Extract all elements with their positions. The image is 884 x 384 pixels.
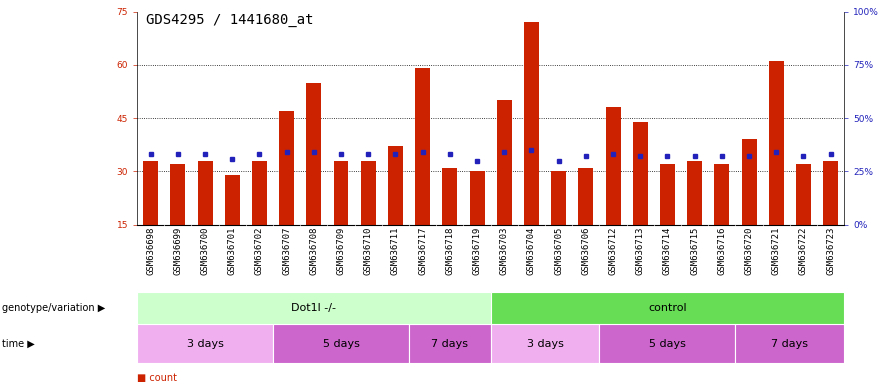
Text: GSM636718: GSM636718	[446, 227, 454, 275]
Bar	[442, 168, 457, 225]
Bar	[796, 164, 811, 225]
Bar	[197, 161, 212, 225]
Text: GSM636721: GSM636721	[772, 227, 781, 275]
Text: GSM636709: GSM636709	[337, 227, 346, 275]
Bar	[578, 168, 593, 225]
Bar	[497, 100, 512, 225]
Bar	[137, 324, 273, 363]
Bar	[714, 164, 729, 225]
Bar	[143, 161, 158, 225]
Bar	[735, 324, 844, 363]
Text: 7 days: 7 days	[431, 339, 469, 349]
Text: GSM636702: GSM636702	[255, 227, 264, 275]
Text: GSM636711: GSM636711	[391, 227, 400, 275]
Text: GSM636719: GSM636719	[473, 227, 482, 275]
Text: GSM636708: GSM636708	[309, 227, 318, 275]
Bar	[252, 161, 267, 225]
Text: GSM636714: GSM636714	[663, 227, 672, 275]
Text: GSM636706: GSM636706	[582, 227, 591, 275]
Bar	[137, 292, 491, 324]
Bar	[524, 22, 539, 225]
Bar	[279, 111, 294, 225]
Text: GSM636715: GSM636715	[690, 227, 699, 275]
Bar	[551, 171, 566, 225]
Text: 3 days: 3 days	[527, 339, 563, 349]
Bar	[606, 108, 621, 225]
Text: ■ count: ■ count	[137, 373, 177, 383]
Bar	[225, 175, 240, 225]
Bar	[409, 324, 491, 363]
Bar	[415, 68, 431, 225]
Bar	[469, 171, 484, 225]
Bar	[687, 161, 702, 225]
Text: time ▶: time ▶	[2, 339, 34, 349]
Text: control: control	[648, 303, 687, 313]
Bar	[333, 161, 348, 225]
Text: GSM636710: GSM636710	[363, 227, 373, 275]
Text: GSM636713: GSM636713	[636, 227, 644, 275]
Text: 3 days: 3 days	[187, 339, 224, 349]
Bar	[769, 61, 784, 225]
Text: GSM636705: GSM636705	[554, 227, 563, 275]
Text: 7 days: 7 days	[772, 339, 808, 349]
Text: GSM636707: GSM636707	[282, 227, 291, 275]
Bar	[491, 292, 844, 324]
Text: GDS4295 / 1441680_at: GDS4295 / 1441680_at	[146, 13, 313, 27]
Bar	[361, 161, 376, 225]
Text: 5 days: 5 days	[649, 339, 686, 349]
Bar	[633, 122, 648, 225]
Bar	[171, 164, 186, 225]
Text: GSM636712: GSM636712	[608, 227, 618, 275]
Text: GSM636720: GSM636720	[744, 227, 753, 275]
Text: GSM636700: GSM636700	[201, 227, 210, 275]
Text: GSM636722: GSM636722	[799, 227, 808, 275]
Bar	[742, 139, 757, 225]
Text: GSM636699: GSM636699	[173, 227, 182, 275]
Text: 5 days: 5 days	[323, 339, 360, 349]
Bar	[273, 324, 409, 363]
Text: Dot1l -/-: Dot1l -/-	[292, 303, 336, 313]
Bar	[388, 147, 403, 225]
Text: GSM636704: GSM636704	[527, 227, 536, 275]
Bar	[660, 164, 674, 225]
Text: GSM636717: GSM636717	[418, 227, 427, 275]
Text: GSM636723: GSM636723	[827, 227, 835, 275]
Bar	[491, 324, 599, 363]
Bar	[823, 161, 838, 225]
Text: GSM636716: GSM636716	[717, 227, 727, 275]
Text: GSM636703: GSM636703	[499, 227, 508, 275]
Text: GSM636698: GSM636698	[146, 227, 155, 275]
Bar	[599, 324, 735, 363]
Text: GSM636701: GSM636701	[228, 227, 237, 275]
Text: genotype/variation ▶: genotype/variation ▶	[2, 303, 105, 313]
Bar	[307, 83, 321, 225]
